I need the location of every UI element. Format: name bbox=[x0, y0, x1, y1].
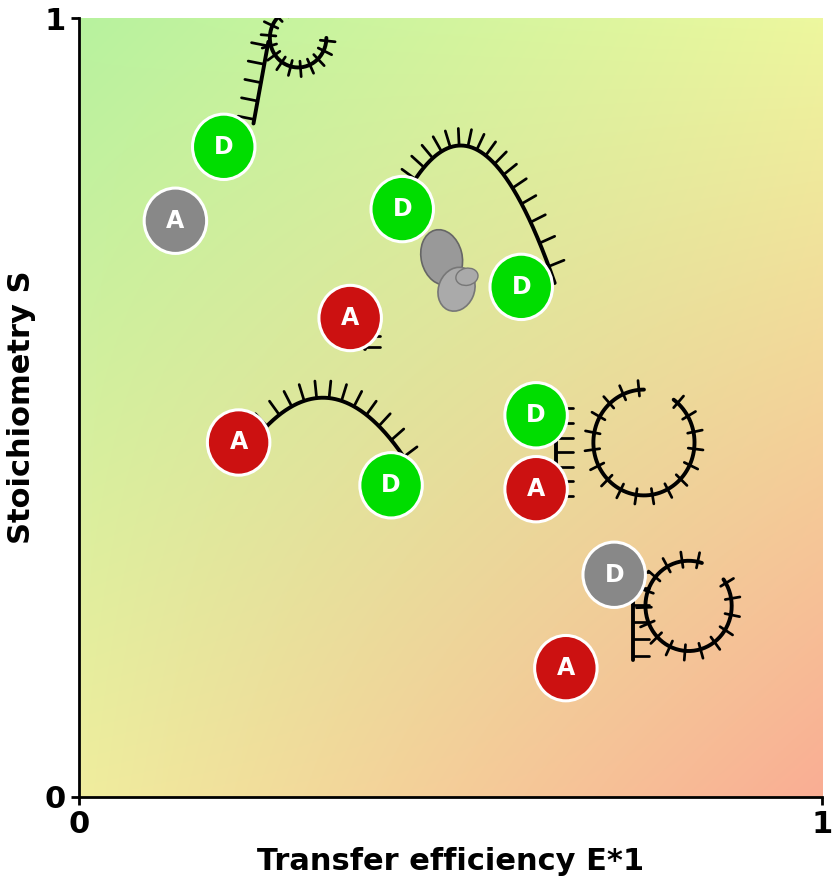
Ellipse shape bbox=[438, 268, 475, 311]
Circle shape bbox=[144, 188, 207, 253]
Circle shape bbox=[505, 382, 567, 448]
Text: A: A bbox=[527, 477, 545, 502]
Text: D: D bbox=[512, 275, 531, 298]
Y-axis label: Stoichiometry S: Stoichiometry S bbox=[7, 271, 36, 544]
Text: D: D bbox=[381, 473, 401, 497]
Text: D: D bbox=[392, 197, 412, 221]
Circle shape bbox=[192, 114, 255, 179]
Text: A: A bbox=[166, 208, 185, 233]
Circle shape bbox=[371, 177, 433, 242]
Circle shape bbox=[583, 542, 645, 608]
Circle shape bbox=[534, 636, 597, 701]
Text: A: A bbox=[229, 431, 248, 455]
Text: D: D bbox=[527, 404, 546, 427]
X-axis label: Transfer efficiency E*1: Transfer efficiency E*1 bbox=[257, 847, 644, 876]
Text: D: D bbox=[214, 135, 234, 159]
Circle shape bbox=[319, 285, 381, 351]
Circle shape bbox=[490, 254, 553, 320]
Circle shape bbox=[360, 453, 423, 518]
Text: A: A bbox=[341, 306, 360, 330]
Text: D: D bbox=[604, 562, 624, 587]
Ellipse shape bbox=[456, 268, 478, 285]
Circle shape bbox=[207, 410, 270, 475]
Circle shape bbox=[505, 457, 567, 522]
Text: A: A bbox=[557, 656, 575, 680]
Ellipse shape bbox=[421, 230, 463, 285]
